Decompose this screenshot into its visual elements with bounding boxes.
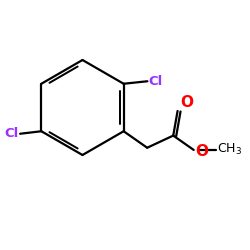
- Text: O: O: [195, 144, 208, 159]
- Text: O: O: [180, 95, 193, 110]
- Text: Cl: Cl: [4, 127, 19, 140]
- Text: CH$_3$: CH$_3$: [218, 142, 242, 158]
- Text: Cl: Cl: [149, 75, 163, 88]
